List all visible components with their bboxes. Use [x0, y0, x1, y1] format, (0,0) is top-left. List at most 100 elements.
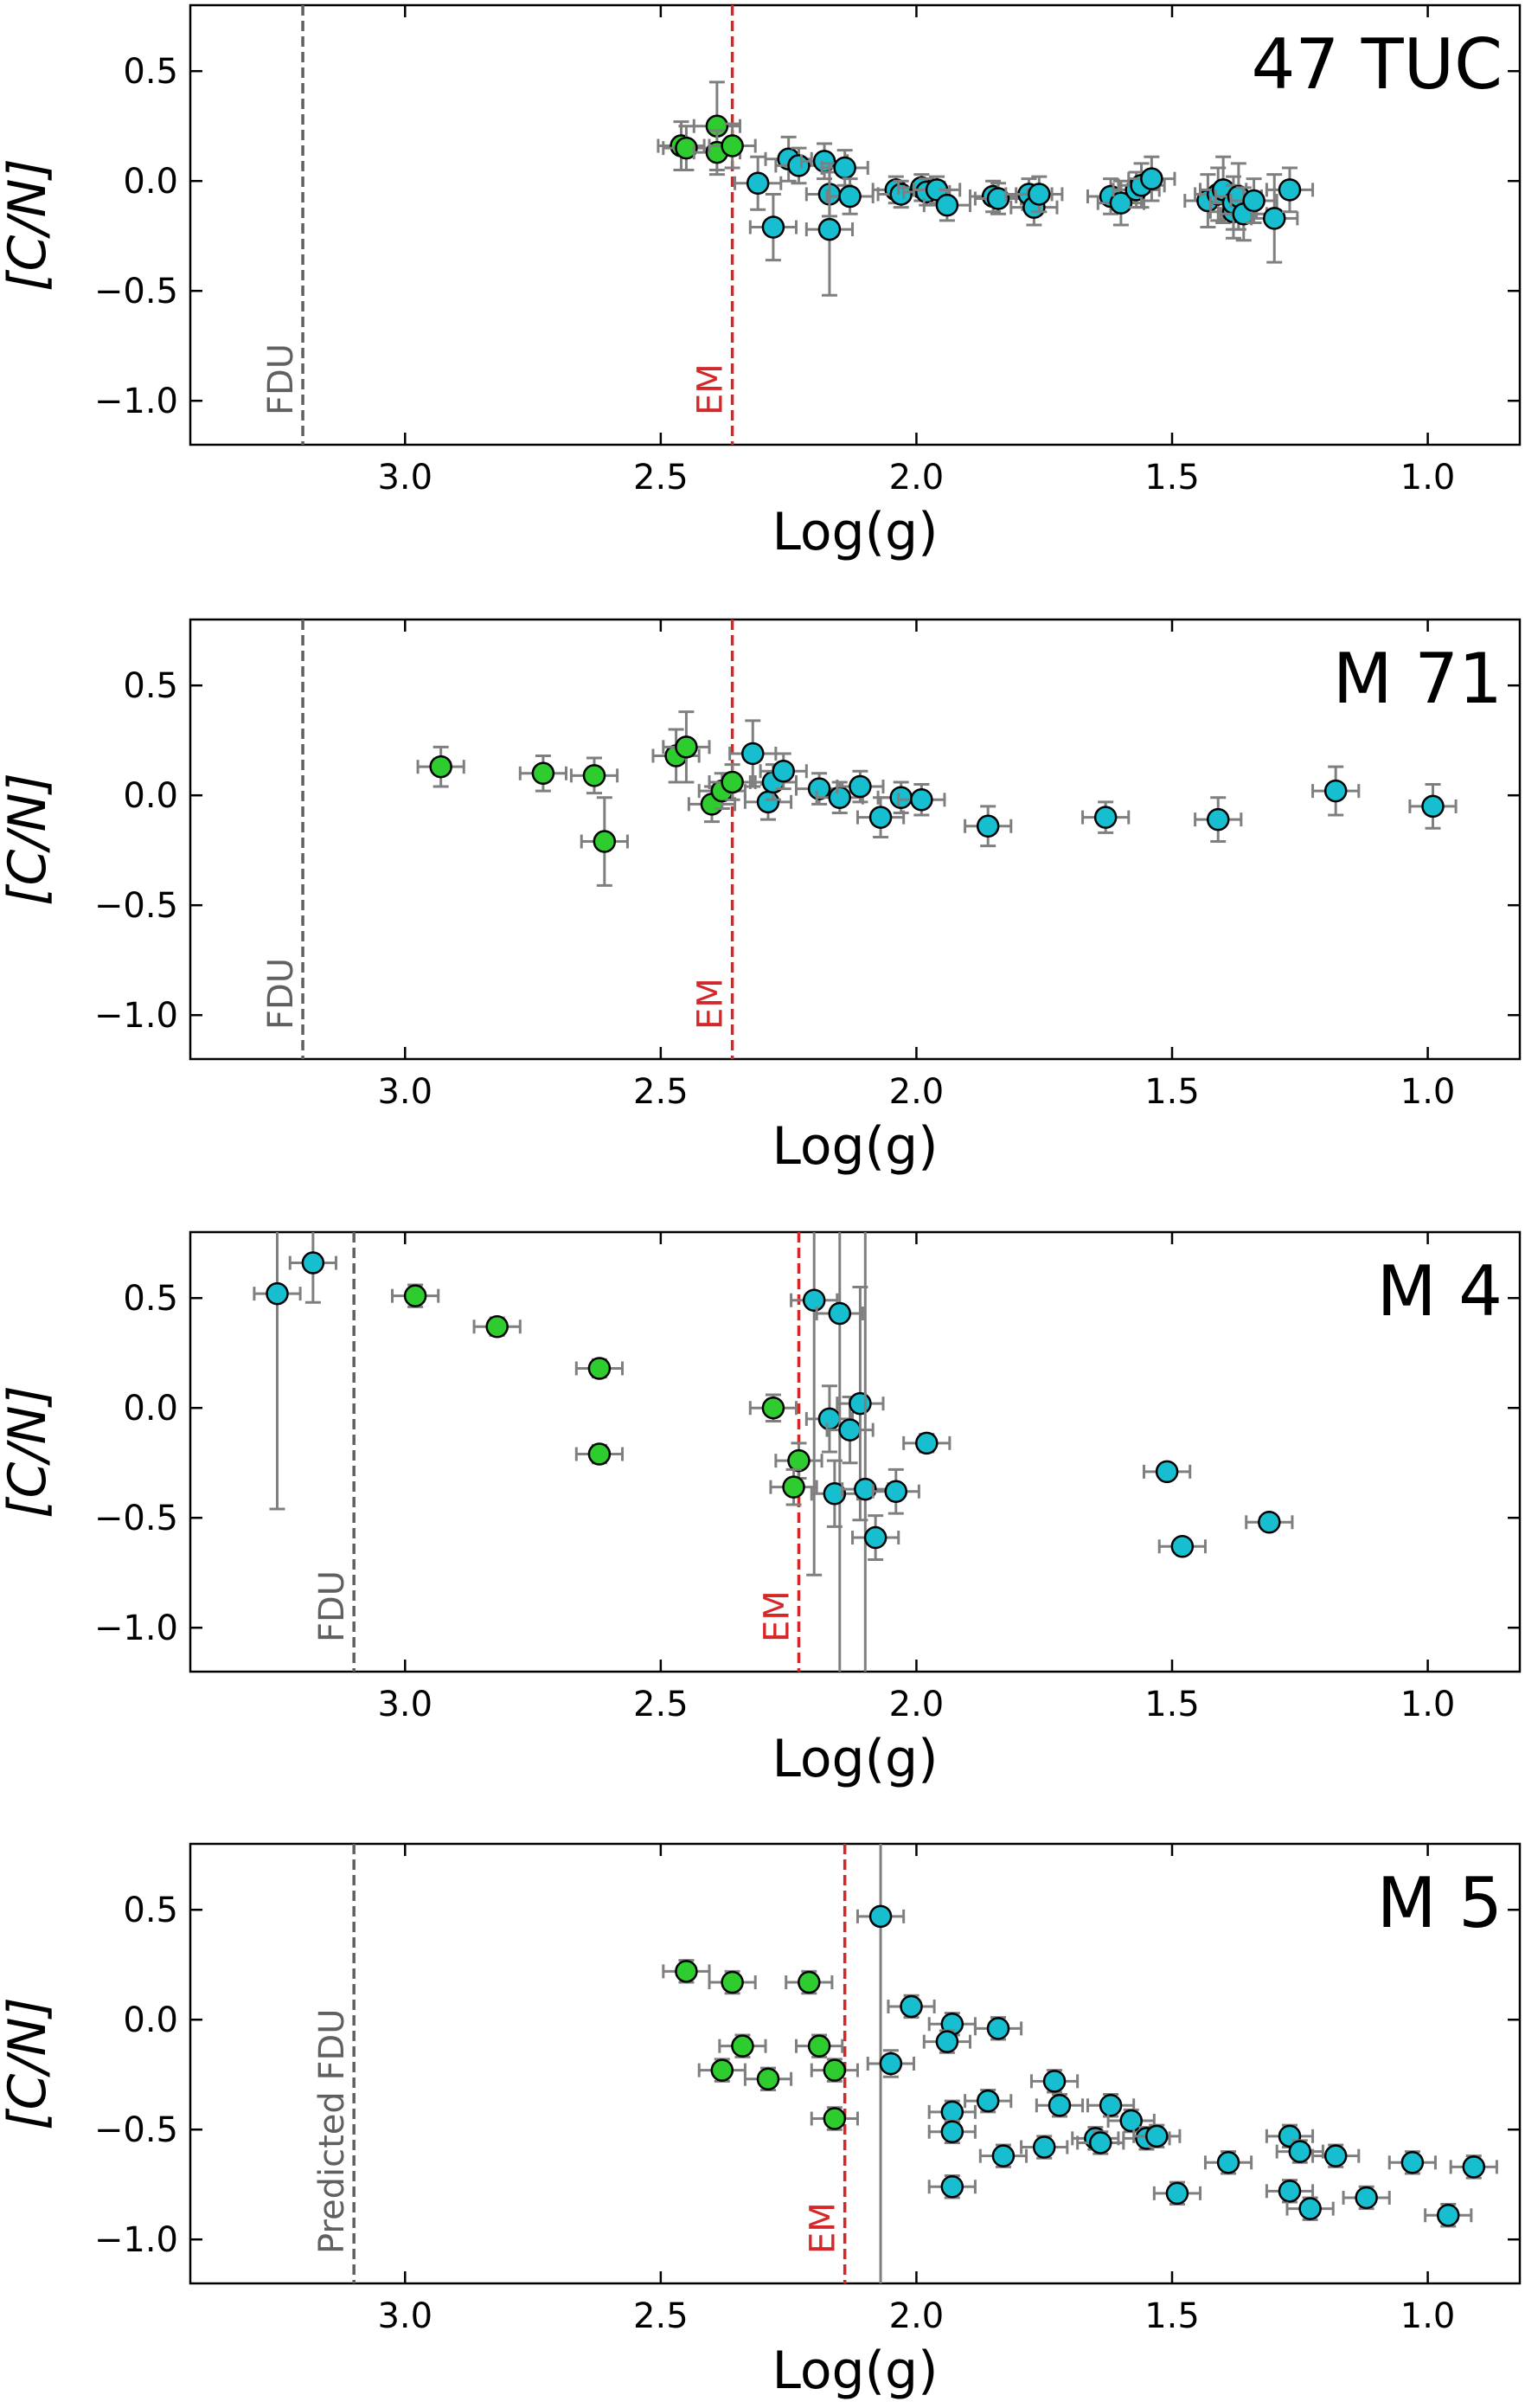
cyan-data-point — [1387, 2150, 1437, 2175]
x-axis-label: Log(g) — [772, 502, 938, 562]
cyan-marker — [756, 790, 780, 814]
green-data-point — [708, 1969, 757, 1995]
panel-title: M 71 — [1333, 639, 1503, 719]
green-data-point — [574, 1442, 625, 1466]
green-marker — [761, 1396, 785, 1420]
cyan-data-point — [288, 1232, 337, 1304]
cyan-data-point — [1127, 155, 1176, 202]
cyan-data-point — [964, 2088, 1013, 2114]
cyan-data-point — [887, 1994, 936, 2020]
green-data-point — [662, 125, 711, 171]
y-tick-label: −1.0 — [94, 382, 178, 421]
cyan-marker — [833, 156, 856, 180]
green-data-point — [810, 2106, 859, 2131]
green-data-point — [518, 754, 567, 793]
y-tick-label: 0.0 — [123, 776, 178, 816]
green-marker — [531, 761, 555, 786]
cyan-data-point — [1342, 2185, 1391, 2211]
cyan-data-point — [1245, 1511, 1294, 1534]
cyan-marker — [1099, 2094, 1123, 2117]
cyan-marker — [787, 154, 811, 177]
cyan-marker — [849, 774, 872, 799]
cyan-data-point — [1152, 2180, 1202, 2206]
cyan-data-point — [1311, 765, 1361, 817]
cyan-data-point — [841, 1232, 890, 1672]
cyan-data-point — [825, 177, 875, 215]
cyan-data-point — [922, 188, 972, 222]
cyan-marker — [900, 1994, 923, 2019]
green-data-point — [718, 2033, 767, 2058]
x-tick-label: 1.5 — [1144, 1072, 1200, 1112]
green-data-point — [697, 2058, 746, 2083]
green-data-point — [472, 1314, 522, 1339]
green-marker — [675, 735, 698, 759]
reference-label-fdu: FDU — [261, 958, 301, 1030]
green-marker — [587, 1442, 612, 1466]
cyan-data-point — [810, 1459, 859, 1528]
green-marker — [675, 136, 698, 160]
cyan-marker — [1242, 189, 1265, 213]
green-marker — [721, 770, 744, 794]
x-tick-label: 2.5 — [633, 1685, 689, 1724]
cyan-marker — [884, 1480, 908, 1503]
cyan-data-point — [734, 155, 783, 211]
cyan-marker — [1323, 779, 1348, 803]
cyan-marker — [741, 742, 765, 766]
reference-label-fdu: FDU — [261, 344, 301, 415]
cyan-data-point — [1132, 2123, 1182, 2149]
green-marker — [807, 2034, 831, 2058]
cyan-marker — [976, 814, 1000, 838]
cyan-marker — [807, 777, 831, 800]
cyan-marker — [772, 760, 795, 783]
x-tick-label: 1.0 — [1400, 458, 1456, 498]
cyan-marker — [1042, 2070, 1067, 2093]
cyan-marker — [1288, 2140, 1312, 2163]
cyan-data-point — [871, 1467, 920, 1515]
cyan-marker — [1145, 2124, 1169, 2148]
cyan-marker — [1278, 178, 1302, 202]
y-tick-label: −1.0 — [94, 2220, 178, 2260]
axes-frame — [189, 3, 1522, 446]
y-axis-label: [C/N] — [0, 773, 58, 906]
cyan-data-point — [1076, 2130, 1125, 2155]
cyan-data-point — [759, 752, 808, 791]
cyan-marker — [301, 1251, 325, 1275]
cyan-marker — [849, 1391, 872, 1416]
cyan-data-point — [1265, 2123, 1315, 2149]
cyan-marker — [1462, 2155, 1486, 2179]
cyan-marker — [817, 1407, 842, 1431]
green-data-point — [785, 1969, 834, 1995]
cyan-marker — [910, 788, 933, 812]
cyan-marker — [1048, 2094, 1072, 2117]
panel-m71: FDU EM 3.0 2.5 2.0 1.5 1.0 0.5 0.0 −0.5 −1.0 Log(g)… — [0, 618, 1522, 1177]
y-tick-label: 0.5 — [123, 52, 178, 92]
cyan-marker — [1355, 2186, 1378, 2210]
panel-m5: Predicted FDU EM 3.0 2.5 2.0 1.5 1.0 0.5 0.0 −0.5… — [0, 1842, 1522, 2401]
green-data-point — [743, 2066, 793, 2091]
reference-label-fdu: FDU — [312, 1570, 352, 1642]
cyan-data-point — [1265, 2179, 1315, 2204]
y-tick-label: 0.0 — [123, 162, 178, 202]
cyan-marker — [868, 806, 893, 829]
cyan-data-point — [1408, 783, 1458, 830]
green-marker — [756, 2067, 780, 2091]
cyan-marker — [1206, 807, 1230, 832]
cyan-marker — [746, 171, 770, 195]
reference-label-fdu: Predicted FDU — [312, 2008, 352, 2254]
cyan-marker — [802, 1288, 826, 1312]
cyan-data-point — [922, 2029, 972, 2054]
cyan-data-point — [1020, 2135, 1069, 2160]
cyan-data-point — [866, 2049, 915, 2078]
cyan-marker — [1323, 2144, 1348, 2167]
cyan-data-point — [1285, 2196, 1335, 2221]
cyan-data-point — [1424, 2203, 1473, 2228]
x-axis-label: Log(g) — [772, 2341, 938, 2401]
cyan-data-point — [1275, 2139, 1324, 2164]
cyan-data-point — [815, 1232, 864, 1672]
y-tick-label: −0.5 — [94, 886, 178, 926]
panel-title: 47 TUC — [1251, 24, 1503, 105]
cyan-data-point — [804, 162, 855, 297]
y-tick-label: −1.0 — [94, 1609, 178, 1648]
cyan-marker — [879, 2052, 903, 2076]
cyan-marker — [828, 786, 852, 809]
